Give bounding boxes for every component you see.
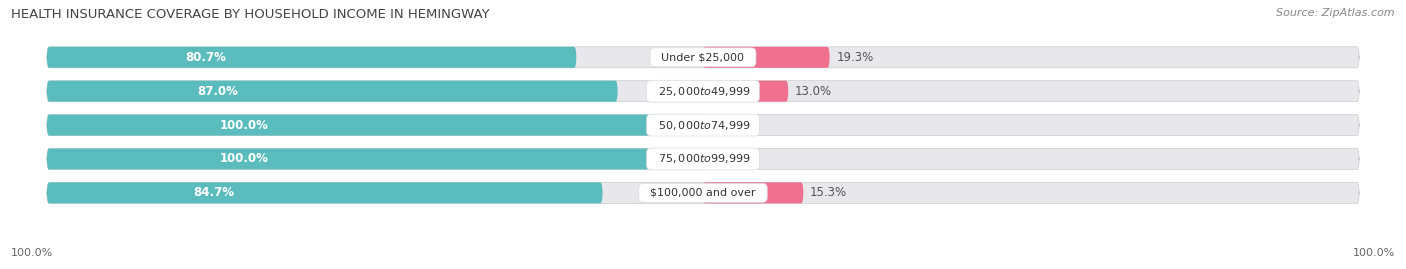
Text: Under $25,000: Under $25,000 [655,52,751,62]
FancyBboxPatch shape [46,81,617,102]
Text: $25,000 to $49,999: $25,000 to $49,999 [651,85,755,98]
FancyBboxPatch shape [703,47,830,68]
Text: Source: ZipAtlas.com: Source: ZipAtlas.com [1277,8,1395,18]
Text: 100.0%: 100.0% [219,119,269,132]
Text: 0.0%: 0.0% [716,119,745,132]
Text: 100.0%: 100.0% [1353,248,1395,258]
FancyBboxPatch shape [46,115,703,136]
FancyBboxPatch shape [46,115,1360,136]
FancyBboxPatch shape [46,182,603,203]
Text: $50,000 to $74,999: $50,000 to $74,999 [651,119,755,132]
Text: 15.3%: 15.3% [810,186,846,199]
Text: $100,000 and over: $100,000 and over [644,188,762,198]
Text: 100.0%: 100.0% [219,153,269,165]
FancyBboxPatch shape [703,182,803,203]
Text: 84.7%: 84.7% [193,186,233,199]
Text: 0.0%: 0.0% [716,153,745,165]
FancyBboxPatch shape [703,81,789,102]
FancyBboxPatch shape [46,47,1360,68]
Text: 80.7%: 80.7% [186,51,226,64]
Text: HEALTH INSURANCE COVERAGE BY HOUSEHOLD INCOME IN HEMINGWAY: HEALTH INSURANCE COVERAGE BY HOUSEHOLD I… [11,8,489,21]
Text: 87.0%: 87.0% [198,85,239,98]
Text: 100.0%: 100.0% [11,248,53,258]
FancyBboxPatch shape [46,182,1360,203]
FancyBboxPatch shape [46,148,703,169]
FancyBboxPatch shape [46,148,1360,169]
Text: $75,000 to $99,999: $75,000 to $99,999 [651,153,755,165]
FancyBboxPatch shape [46,47,576,68]
Text: 19.3%: 19.3% [837,51,873,64]
Text: 13.0%: 13.0% [794,85,832,98]
FancyBboxPatch shape [46,81,1360,102]
